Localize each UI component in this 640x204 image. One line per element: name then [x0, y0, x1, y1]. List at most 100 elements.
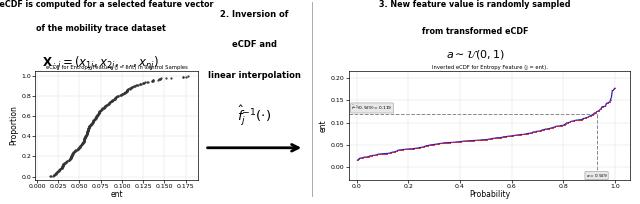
Point: [545, 127, 555, 130]
Point: [520, 132, 531, 136]
Point: [434, 142, 444, 145]
Point: [539, 128, 549, 131]
Point: [438, 142, 448, 145]
Point: [406, 147, 417, 151]
Point: [476, 138, 486, 141]
Point: [483, 138, 493, 141]
Point: [610, 86, 620, 90]
X-axis label: Probability: Probability: [469, 190, 510, 199]
Point: [489, 137, 499, 140]
Point: [364, 155, 374, 158]
Point: [486, 137, 496, 140]
Point: [497, 136, 508, 139]
Point: [394, 148, 404, 152]
Point: [433, 142, 444, 145]
Point: [568, 120, 578, 123]
Point: [590, 111, 600, 115]
Text: eCDF and: eCDF and: [232, 40, 277, 49]
Point: [401, 147, 412, 151]
Point: [396, 148, 406, 152]
Point: [459, 140, 469, 143]
Point: [406, 147, 416, 151]
Point: [436, 142, 447, 145]
Point: [447, 141, 457, 144]
Point: [454, 140, 464, 143]
Point: [453, 140, 463, 144]
Point: [436, 142, 446, 145]
Text: linear interpolation: linear interpolation: [208, 71, 301, 80]
Point: [519, 133, 529, 136]
Point: [358, 156, 368, 159]
Point: [450, 141, 460, 144]
Point: [496, 136, 506, 139]
Point: [423, 144, 433, 147]
Point: [476, 139, 486, 142]
Point: [422, 144, 432, 147]
Point: [585, 114, 595, 118]
Point: [586, 114, 596, 117]
Point: [584, 115, 594, 118]
Point: [531, 130, 541, 133]
Point: [364, 155, 374, 158]
Point: [535, 129, 545, 133]
Point: [510, 134, 520, 137]
Point: [396, 148, 406, 152]
Point: [374, 153, 384, 156]
Point: [524, 132, 534, 135]
Point: [458, 140, 468, 143]
Point: [360, 155, 371, 159]
Point: [509, 134, 519, 137]
Text: $\hat{f}^{-1}(0.929)=0.119$: $\hat{f}^{-1}(0.929)=0.119$: [351, 104, 393, 112]
Y-axis label: Proportion: Proportion: [10, 105, 19, 145]
Text: $\mathbf{X}_{:j} = (x_{1j}, x_{2j}, \ldots, x_{nj})$: $\mathbf{X}_{:j} = (x_{1j}, x_{2j}, \ldo…: [42, 55, 159, 73]
Point: [504, 134, 514, 138]
Point: [554, 124, 564, 128]
Point: [371, 153, 381, 157]
Text: $x\prime_{ij} = \hat{f}_j^{-1}(a)$: $x\prime_{ij} = \hat{f}_j^{-1}(a)$: [445, 77, 506, 99]
Point: [449, 141, 459, 144]
Point: [481, 138, 492, 141]
Point: [527, 131, 538, 134]
X-axis label: ent: ent: [111, 190, 123, 199]
Point: [475, 139, 485, 142]
Point: [466, 139, 476, 142]
Point: [469, 139, 479, 142]
Point: [483, 138, 493, 141]
Point: [385, 152, 396, 155]
Point: [411, 147, 421, 150]
Text: 2. Inversion of: 2. Inversion of: [220, 10, 289, 19]
Point: [543, 127, 553, 130]
Point: [543, 127, 554, 130]
Point: [580, 117, 590, 120]
Point: [582, 116, 593, 119]
Point: [605, 98, 616, 101]
Point: [464, 139, 474, 142]
Point: [451, 140, 461, 144]
Point: [591, 111, 601, 114]
Point: [468, 139, 478, 142]
Point: [588, 113, 598, 116]
Point: [424, 143, 435, 147]
Point: [500, 135, 511, 138]
Point: [419, 145, 429, 149]
Point: [598, 105, 609, 108]
Point: [513, 133, 524, 136]
Point: [600, 105, 610, 108]
Point: [371, 153, 381, 156]
Point: [498, 135, 508, 139]
Point: [393, 149, 403, 152]
Point: [525, 132, 535, 135]
Point: [506, 134, 516, 138]
Point: [559, 123, 569, 126]
Point: [516, 133, 527, 136]
Point: [508, 134, 518, 137]
Point: [593, 110, 603, 113]
Point: [570, 119, 580, 122]
Text: $a=0.929$: $a=0.929$: [586, 172, 607, 179]
Point: [592, 110, 602, 113]
Point: [358, 156, 369, 159]
Point: [381, 152, 391, 155]
Point: [502, 135, 513, 138]
Point: [353, 158, 364, 162]
Point: [442, 141, 452, 144]
